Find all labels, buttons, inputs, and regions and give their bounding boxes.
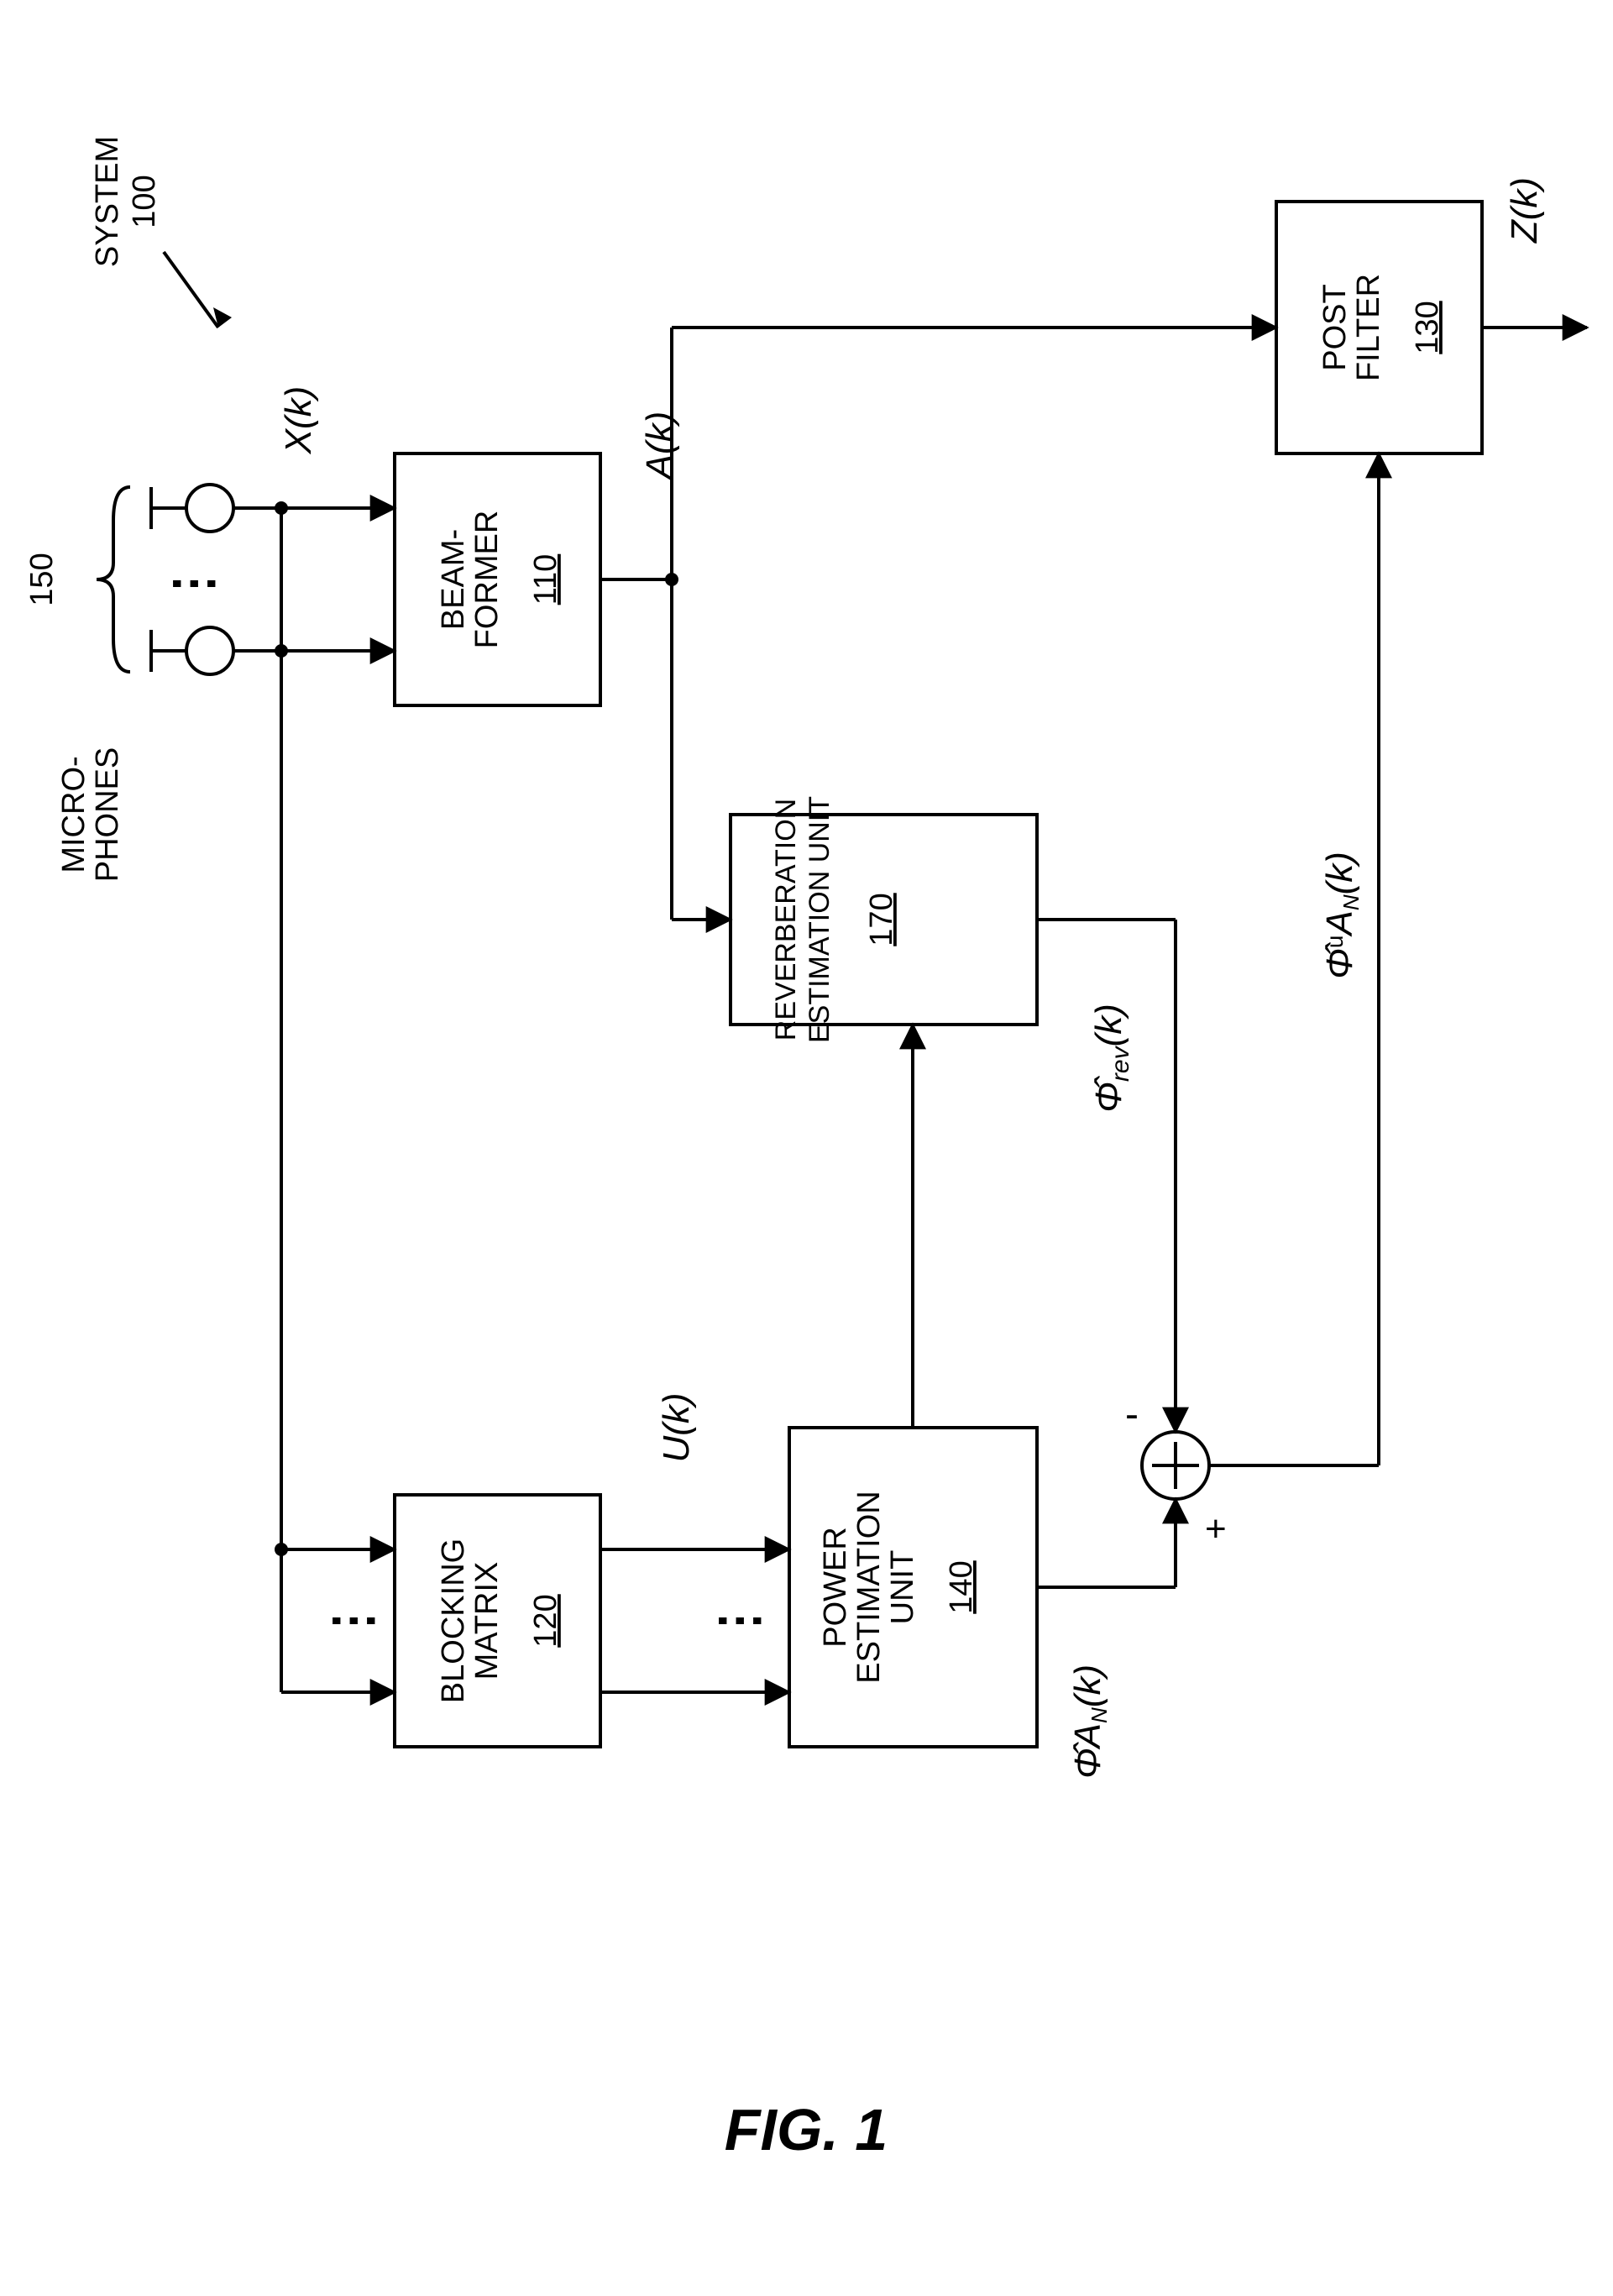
reverb-line2: ESTIMATION UNIT xyxy=(804,796,835,1043)
system-ref: 100 xyxy=(127,175,162,228)
power-line2: ESTIMATION xyxy=(851,1491,887,1683)
postfilter-line2: FILTER xyxy=(1351,274,1386,381)
svg-text:Φ̂rev(k): Φ̂rev(k) xyxy=(1088,1004,1134,1113)
sig-phi-an-u: Φ̂uAN(k) xyxy=(1319,852,1364,979)
beamformer-block: BEAM- FORMER 110 xyxy=(395,453,600,705)
sig-phi-an: Φ̂AN(k) xyxy=(1067,1664,1112,1779)
mic-ref: 150 xyxy=(24,553,60,605)
sig-z: Z(k) xyxy=(1504,177,1545,244)
postfilter-line1: POST xyxy=(1317,284,1353,370)
reverb-line1: REVERBERATION xyxy=(770,799,802,1041)
system-pointer xyxy=(164,252,232,328)
power-line3: UNIT xyxy=(885,1550,920,1625)
sig-phi-rev: Φ̂rev(k) xyxy=(1088,1004,1134,1113)
power-line1: POWER xyxy=(818,1527,853,1648)
blocking-line2: MATRIX xyxy=(469,1562,505,1680)
svg-text:Φ̂AN(k): Φ̂AN(k) xyxy=(1067,1664,1112,1779)
blocking-matrix-block: BLOCKING MATRIX 120 xyxy=(395,1495,600,1747)
mic-label1: MICRO- xyxy=(56,756,92,873)
power-ref: 140 xyxy=(944,1560,979,1613)
bm-in-vdots: ⋮ xyxy=(324,1596,380,1646)
blocking-ref: 120 xyxy=(528,1594,563,1647)
plus-sign: + xyxy=(1205,1508,1227,1549)
figure-label: FIG. 1 xyxy=(725,2097,888,2162)
minus-sign: - xyxy=(1125,1392,1139,1437)
mic-vdots: ⋮ xyxy=(165,558,221,609)
reverb-ref: 170 xyxy=(864,893,899,946)
power-in-vdots: ⋮ xyxy=(710,1596,767,1646)
postfilter-ref: 130 xyxy=(1410,301,1445,354)
post-filter-block: POST FILTER 130 xyxy=(1276,202,1482,453)
system-label: SYSTEM xyxy=(90,136,125,267)
beamformer-line2: FORMER xyxy=(469,511,505,649)
sig-x: X(k) xyxy=(278,386,319,455)
sig-a: A(k) xyxy=(639,411,680,482)
microphones: ⋮ xyxy=(97,485,233,674)
reverb-block: REVERBERATION ESTIMATION UNIT 170 xyxy=(731,796,1037,1043)
svg-text:Φ̂uAN(k): Φ̂uAN(k) xyxy=(1319,852,1364,979)
beamformer-line1: BEAM- xyxy=(436,529,471,630)
beamformer-ref: 110 xyxy=(528,554,563,605)
mic-label2: PHONES xyxy=(90,747,125,882)
blocking-line1: BLOCKING xyxy=(436,1539,471,1703)
power-block: POWER ESTIMATION UNIT 140 xyxy=(789,1428,1037,1747)
sig-u: U(k) xyxy=(656,1392,697,1462)
